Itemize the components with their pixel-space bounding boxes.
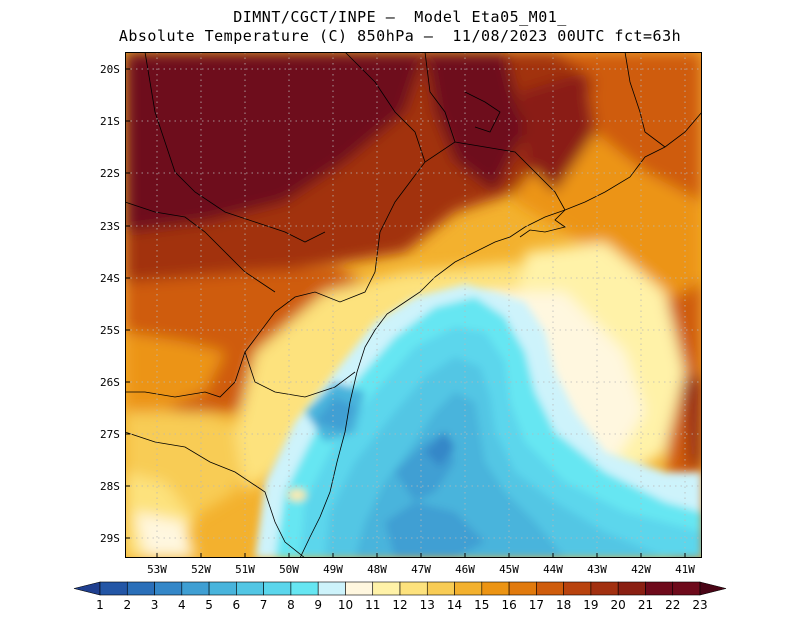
colorbar-label: 12 bbox=[392, 598, 408, 612]
lon-label-43w: 43W bbox=[587, 563, 607, 576]
colorbar-label: 5 bbox=[205, 598, 213, 612]
colorbar-label: 22 bbox=[665, 598, 681, 612]
temperature-map bbox=[125, 52, 702, 558]
colorbar-upper-triangle bbox=[699, 581, 727, 596]
lon-label-53w: 53W bbox=[147, 563, 167, 576]
colorbar-label: 16 bbox=[501, 598, 517, 612]
colorbar-swatch bbox=[236, 581, 264, 596]
colorbar-swatch bbox=[645, 581, 674, 596]
colorbar-swatch bbox=[672, 581, 701, 596]
colorbar-label: 13 bbox=[419, 598, 435, 612]
lon-label-50w: 50W bbox=[279, 563, 299, 576]
colorbar-label: 21 bbox=[637, 598, 654, 612]
lon-label-46w: 46W bbox=[455, 563, 475, 576]
colorbar-swatch bbox=[345, 581, 374, 596]
lat-label-20s: 20S bbox=[100, 63, 120, 76]
lat-label-23s: 23S bbox=[100, 220, 120, 233]
colorbar-swatch bbox=[426, 581, 455, 596]
colorbar-lower-triangle bbox=[73, 581, 101, 596]
colorbar-label: 7 bbox=[259, 598, 268, 612]
colorbar-swatch bbox=[181, 581, 210, 596]
lon-label-51w: 51W bbox=[235, 563, 255, 576]
colorbar-label: 17 bbox=[528, 598, 544, 612]
colorbar-swatch bbox=[454, 581, 483, 596]
colorbar-swatch bbox=[290, 581, 319, 596]
title-line-1: DIMNT/CGCT/INPE – Model Eta05_M01_ bbox=[233, 8, 567, 26]
colorbar-swatch bbox=[399, 581, 428, 596]
lat-label-21s: 21S bbox=[100, 115, 120, 128]
colorbar-label: 1 bbox=[96, 598, 104, 612]
colorbar-swatch bbox=[508, 581, 537, 596]
lon-label-45w: 45W bbox=[499, 563, 519, 576]
colorbar-swatch bbox=[263, 581, 292, 596]
lon-label-49w: 49W bbox=[323, 563, 343, 576]
lon-label-52w: 52W bbox=[191, 563, 211, 576]
colorbar-label: 9 bbox=[314, 598, 322, 612]
lon-label-42w: 42W bbox=[631, 563, 651, 576]
colorbar-label: 10 bbox=[337, 598, 354, 612]
colorbar-swatch bbox=[154, 581, 183, 596]
lon-label-41w: 41W bbox=[675, 563, 695, 576]
colorbar-label: 23 bbox=[692, 598, 708, 612]
colorbar-swatch bbox=[317, 581, 346, 596]
colorbar-label: 14 bbox=[446, 598, 463, 612]
lat-label-29s: 29S bbox=[100, 532, 120, 545]
colorbar bbox=[73, 581, 727, 596]
colorbar-swatch bbox=[208, 581, 237, 596]
colorbar-label: 6 bbox=[232, 598, 241, 612]
colorbar-swatch bbox=[536, 581, 564, 596]
colorbar-swatch bbox=[481, 581, 510, 596]
colorbar-label: 20 bbox=[610, 598, 626, 612]
lat-label-24s: 24S bbox=[100, 272, 120, 285]
colorbar-label: 11 bbox=[365, 598, 381, 612]
lat-label-27s: 27S bbox=[100, 428, 120, 441]
colorbar-label: 15 bbox=[474, 598, 490, 612]
colorbar-swatch bbox=[126, 581, 155, 596]
lat-label-26s: 26S bbox=[100, 376, 120, 389]
colorbar-label: 3 bbox=[150, 598, 159, 612]
lon-label-47w: 47W bbox=[411, 563, 431, 576]
lat-label-25s: 25S bbox=[100, 324, 120, 337]
colorbar-swatch bbox=[590, 581, 619, 596]
colorbar-swatch bbox=[617, 581, 646, 596]
colorbar-swatch bbox=[99, 581, 128, 596]
lon-label-48w: 48W bbox=[367, 563, 387, 576]
colorbar-label: 2 bbox=[123, 598, 132, 612]
colorbar-swatch bbox=[372, 581, 401, 596]
colorbar-label: 8 bbox=[287, 598, 295, 612]
lat-label-22s: 22S bbox=[100, 167, 120, 180]
colorbar-label: 18 bbox=[555, 598, 572, 612]
lat-label-28s: 28S bbox=[100, 480, 120, 493]
colorbar-label: 19 bbox=[583, 598, 599, 612]
title-line-2: Absolute Temperature (C) 850hPa – 11/08/… bbox=[118, 27, 682, 45]
colorbar-label: 4 bbox=[177, 598, 186, 612]
colorbar-swatch bbox=[563, 581, 592, 596]
lon-label-44w: 44W bbox=[543, 563, 563, 576]
